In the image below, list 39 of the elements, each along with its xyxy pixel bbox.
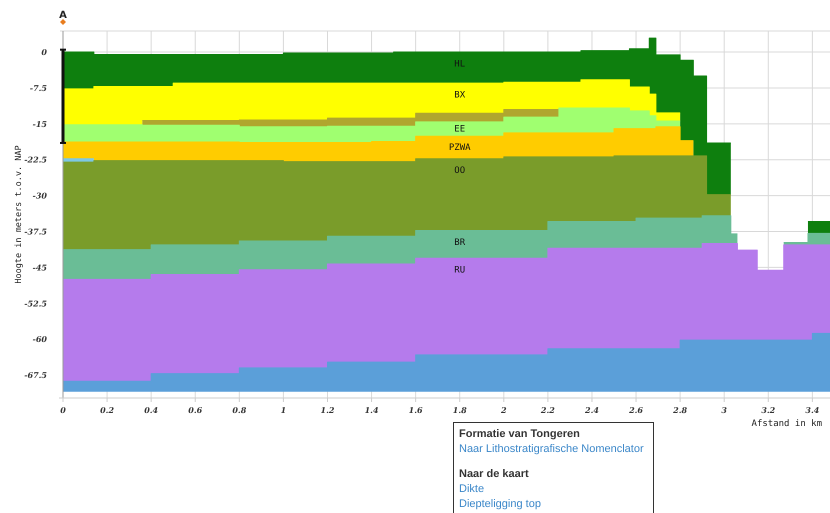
y-tick-label: -30 <box>32 190 48 201</box>
x-tick-label: 3.4 <box>805 405 820 415</box>
x-tick-label: 0.6 <box>188 405 203 415</box>
x-tick-label: 2.2 <box>540 405 556 415</box>
series-label: RU <box>454 266 466 276</box>
y-tick-label: -60 <box>32 334 48 344</box>
x-tick-label: 0.8 <box>232 405 247 415</box>
y-tick-label: -67.5 <box>24 370 48 380</box>
x-tick-label: 2.4 <box>584 405 600 415</box>
x-tick-label: 3.2 <box>761 405 776 415</box>
x-tick-label: 1.8 <box>452 405 468 415</box>
y-tick-label: -22.5 <box>24 154 48 165</box>
x-tick-label: 2 <box>500 405 508 415</box>
x-tick-label: 3 <box>721 405 728 415</box>
y-axis-title: Hoogte in meters t.o.v. NAP <box>14 145 24 284</box>
series-label: BR <box>454 238 466 248</box>
x-tick-label: 1.6 <box>408 405 424 415</box>
series-label: PZWA <box>448 142 472 153</box>
text: A <box>59 10 68 21</box>
x-tick-label: 0.2 <box>100 405 114 415</box>
y-tick-label: -15 <box>32 118 48 129</box>
y-tick-label: -45 <box>32 262 48 272</box>
y-tick-label: -7.5 <box>30 82 48 93</box>
y-tick-label: 0 <box>41 47 48 58</box>
x-tick-label: 1.4 <box>364 405 379 415</box>
x-tick-label: 1.2 <box>320 405 335 415</box>
x-tick-label: 1 <box>280 405 286 415</box>
x-tick-label: 0 <box>60 405 66 415</box>
x-tick-label: 2.6 <box>628 405 644 415</box>
series-label: HL <box>454 60 466 70</box>
x-tick-label: 2.8 <box>672 405 688 415</box>
series-label: BX <box>454 90 466 101</box>
y-tick-label: -52.5 <box>24 298 48 308</box>
x-axis-title: Afstand in km <box>752 419 822 429</box>
series-label: OO <box>454 166 466 176</box>
info-popup: Formatie van Tongeren Naar Lithostratigrafische Nomenclator Naar de kaart Dikte Diepteligging top <box>453 422 654 513</box>
y-tick-label: -37.5 <box>24 226 48 236</box>
x-tick-label: 0.4 <box>144 405 159 415</box>
series-label: EE <box>454 124 466 135</box>
